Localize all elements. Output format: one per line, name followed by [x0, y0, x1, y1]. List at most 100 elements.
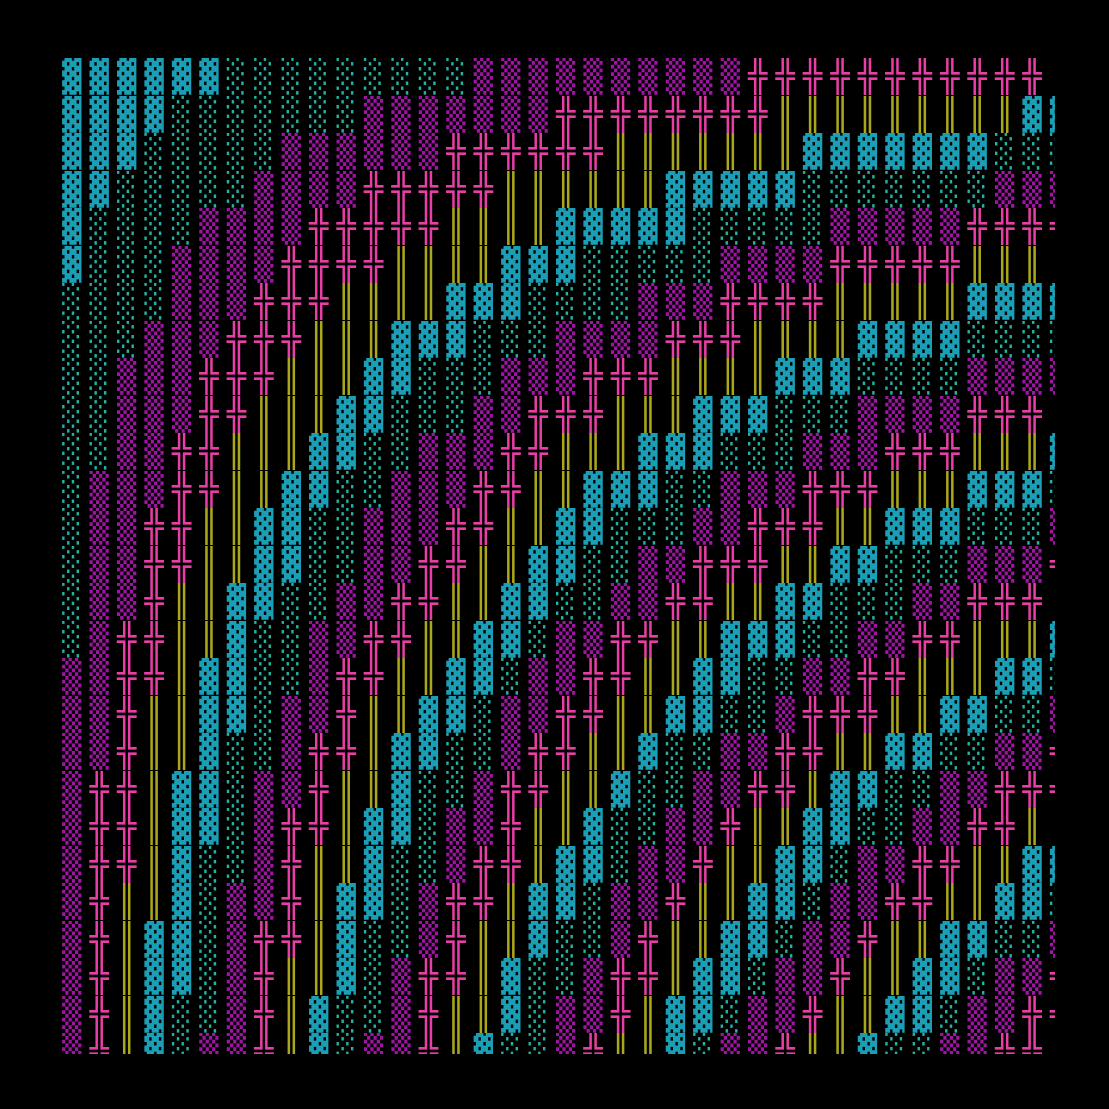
glyph-cell: ▒ [940, 770, 960, 808]
glyph-cell: ░ [336, 545, 356, 583]
glyph-cell: ▒ [116, 508, 137, 545]
glyph-cell: ▓ [967, 283, 987, 320]
glyph-cell: ╬ [501, 433, 521, 470]
glyph-cell: ░ [1022, 320, 1042, 358]
glyph-cell: ░ [748, 695, 768, 733]
glyph-cell: ▓ [309, 995, 329, 1033]
glyph-cell: ▒ [720, 770, 740, 808]
glyph-cell: ▓ [281, 508, 301, 545]
glyph-cell: ▓ [144, 1033, 164, 1054]
glyph-cell: ║ [638, 133, 658, 170]
glyph-cell: ▒ [967, 1033, 987, 1054]
glyph-cell: ▓ [1046, 283, 1055, 321]
glyph-cell: ▒ [62, 995, 82, 1033]
glyph-cell: ╬ [1022, 770, 1042, 808]
glyph-cell: ▓ [940, 133, 960, 170]
glyph-cell: ║ [336, 808, 356, 845]
glyph-cell: ╬ [830, 245, 850, 283]
glyph-cell: ░ [775, 395, 795, 433]
glyph-cell: ░ [62, 433, 82, 470]
glyph-cell: ╬ [254, 995, 274, 1033]
glyph-cell: ║ [116, 883, 137, 920]
glyph-cell: ╬ [89, 770, 109, 808]
glyph-cell: ║ [281, 958, 301, 995]
glyph-cell: ╬ [775, 733, 795, 770]
glyph-cell: ║ [281, 1033, 301, 1054]
glyph-cell: ╬ [665, 320, 685, 358]
glyph-cell: ░ [446, 395, 466, 433]
glyph-cell: ╬ [857, 58, 878, 95]
glyph-cell: ░ [62, 545, 82, 583]
glyph-cell: ▒ [857, 433, 878, 470]
glyph-cell: ║ [446, 1033, 466, 1054]
art-row: ▒╬╬║▓▓░▒▒╬║║▓░░▒╬╬║║▓░░▒▒╬╬║▓▓░░▒▒╬╬╬ [58, 771, 1055, 809]
glyph-cell: ▓ [501, 245, 521, 283]
glyph-cell: ║ [665, 620, 685, 658]
glyph-cell: ░ [940, 545, 960, 583]
art-row: ▒╬║▓░▒▒╬║▓░▒▒╬║▓░░▒╬║║▓░▒▒╬║║▓░░▒▒╬╬║ [58, 1033, 1055, 1054]
glyph-cell: ░ [665, 245, 685, 283]
glyph-cell: ▒ [281, 208, 301, 245]
glyph-cell: ║ [446, 583, 466, 620]
glyph-cell: ▓ [610, 770, 631, 808]
glyph-cell: ▒ [857, 620, 878, 658]
glyph-cell: ╬ [885, 883, 905, 920]
glyph-cell: ░ [940, 733, 960, 770]
glyph-cell: ▓ [62, 170, 82, 208]
glyph-cell: ║ [116, 995, 137, 1033]
glyph-cell: ║ [638, 1033, 658, 1054]
glyph-cell: ╬ [528, 395, 548, 433]
glyph-cell: ╬ [446, 883, 466, 920]
glyph-cell: ╬ [638, 95, 658, 133]
glyph-cell: ░ [940, 995, 960, 1033]
glyph-cell: ▓ [254, 508, 274, 545]
glyph-cell: ░ [116, 245, 137, 283]
glyph-cell: ░ [501, 658, 521, 695]
glyph-cell: ▓ [665, 170, 685, 208]
glyph-cell: ▓ [528, 245, 548, 283]
glyph-cell: ║ [967, 95, 987, 133]
glyph-cell: ▓ [830, 770, 850, 808]
glyph-cell: ▒ [610, 883, 631, 920]
glyph-cell: ╬ [89, 920, 109, 958]
glyph-cell: ▒ [775, 245, 795, 283]
glyph-cell: ║ [254, 395, 274, 433]
glyph-cell: ▒ [226, 208, 246, 245]
glyph-cell: ▒ [62, 695, 82, 733]
glyph-cell: ▓ [665, 433, 685, 470]
glyph-cell: ╬ [144, 658, 164, 695]
glyph-cell: ▒ [748, 733, 768, 770]
glyph-cell: ▒ [89, 620, 109, 658]
glyph-cell: ░ [830, 170, 850, 208]
glyph-cell: ║ [144, 808, 164, 845]
glyph-cell: ╬ [775, 283, 795, 320]
glyph-cell: ║ [363, 283, 384, 320]
glyph-cell: ▒ [1022, 545, 1042, 583]
glyph-cell: ▒ [116, 358, 137, 395]
glyph-cell: ║ [144, 770, 164, 808]
art-row: ░▒▒╬╬║║▓▓░░▒▒╬╬║║▓▓░░▒▒╬╬╬║║▓▓░░░▒▒▒╬ [58, 546, 1055, 584]
glyph-cell: ║ [830, 95, 850, 133]
glyph-cell: ▓ [583, 470, 603, 508]
glyph-cell: ╬ [583, 1033, 603, 1054]
glyph-cell: ╬ [309, 245, 329, 283]
glyph-cell: ░ [309, 545, 329, 583]
glyph-cell: ░ [555, 920, 576, 958]
glyph-cell: ▓ [89, 170, 109, 208]
glyph-cell: ▒ [62, 1033, 82, 1054]
glyph-cell: ╬ [857, 245, 878, 283]
glyph-cell: ▒ [638, 583, 658, 620]
glyph-cell: ║ [940, 470, 960, 508]
glyph-cell: ╬ [665, 583, 685, 620]
glyph-cell: ▓ [1046, 621, 1055, 659]
glyph-cell: ║ [610, 433, 631, 470]
glyph-cell: ╬ [693, 845, 713, 883]
glyph-cell: ╬ [199, 358, 219, 395]
glyph-cell: ░ [994, 695, 1015, 733]
glyph-cell: ▓ [610, 208, 631, 245]
glyph-cell: ╬ [940, 845, 960, 883]
glyph-cell: ░ [254, 95, 274, 133]
glyph-cell: ╬ [912, 883, 932, 920]
glyph-cell: ║ [857, 283, 878, 320]
glyph-cell: ░ [199, 958, 219, 995]
